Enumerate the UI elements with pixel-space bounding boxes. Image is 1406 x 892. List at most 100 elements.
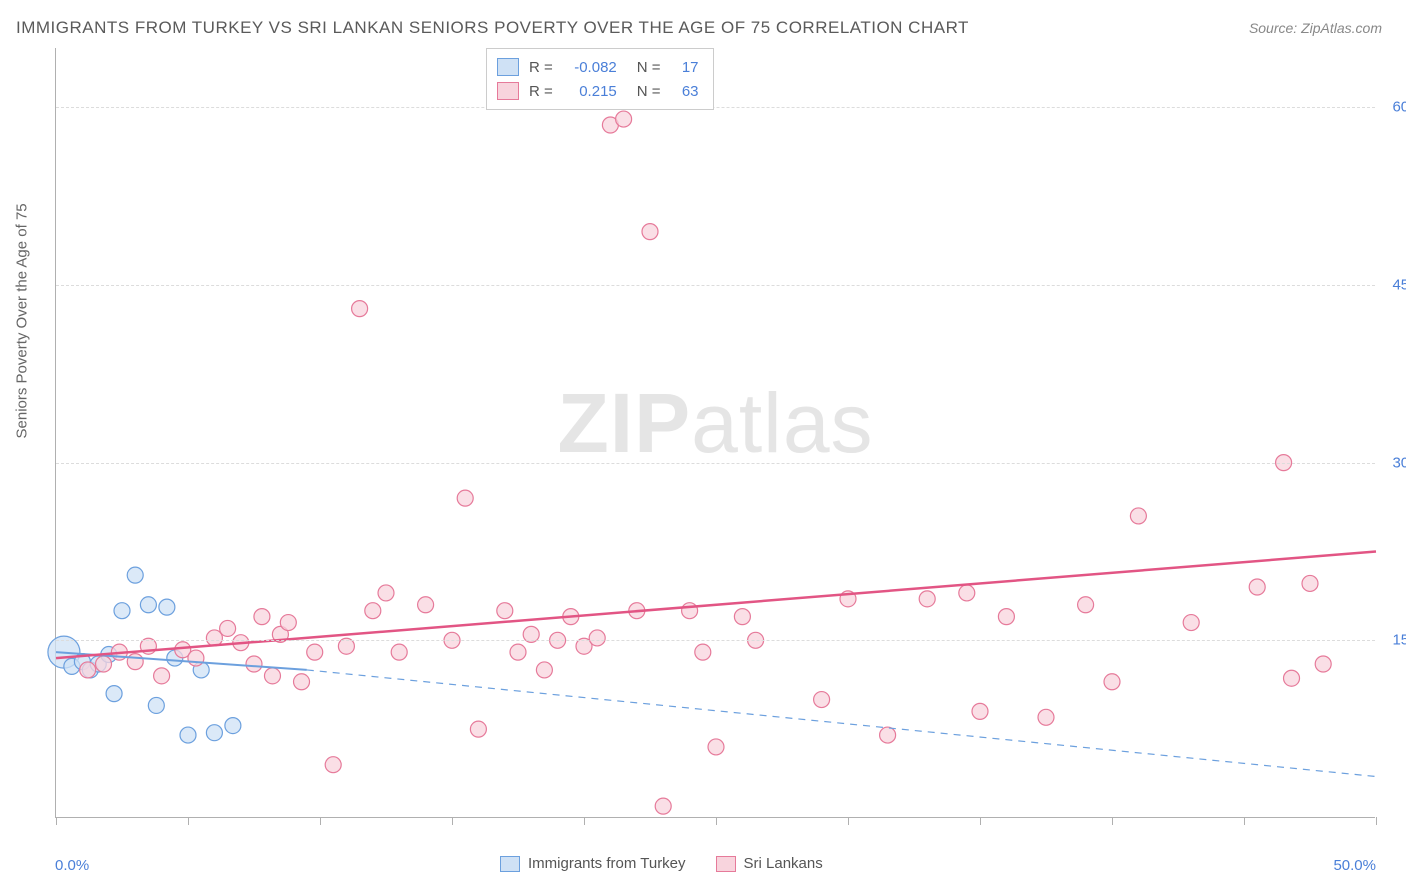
legend-label: Sri Lankans xyxy=(744,855,823,872)
data-point xyxy=(180,727,196,743)
y-tick-label: 60.0% xyxy=(1392,99,1406,116)
trend-line-dashed xyxy=(307,670,1376,777)
y-tick-label: 45.0% xyxy=(1392,276,1406,293)
gridline xyxy=(56,285,1375,286)
legend-r-value: 0.215 xyxy=(563,83,617,100)
data-point xyxy=(457,490,473,506)
data-point xyxy=(127,654,143,670)
data-point xyxy=(497,603,513,619)
data-point xyxy=(616,111,632,127)
data-point xyxy=(254,609,270,625)
data-point xyxy=(682,603,698,619)
x-tick xyxy=(584,817,585,825)
data-point xyxy=(140,597,156,613)
source-label: Source: xyxy=(1249,20,1297,36)
data-point xyxy=(695,644,711,660)
x-tick xyxy=(320,817,321,825)
y-tick-label: 30.0% xyxy=(1392,454,1406,471)
data-point xyxy=(280,615,296,631)
x-tick xyxy=(452,817,453,825)
data-point xyxy=(294,674,310,690)
data-point xyxy=(1249,579,1265,595)
data-point xyxy=(655,798,671,814)
x-tick xyxy=(188,817,189,825)
data-point xyxy=(114,603,130,619)
data-point xyxy=(154,668,170,684)
data-point xyxy=(246,656,262,672)
data-point xyxy=(80,662,96,678)
correlation-legend: R = -0.082 N = 17 R = 0.215 N = 63 xyxy=(486,48,714,110)
data-point xyxy=(352,301,368,317)
legend-n-value: 17 xyxy=(671,59,699,76)
x-tick xyxy=(848,817,849,825)
data-point xyxy=(536,662,552,678)
data-point xyxy=(148,697,164,713)
data-point xyxy=(1038,709,1054,725)
gridline xyxy=(56,463,1375,464)
data-point xyxy=(264,668,280,684)
data-point xyxy=(159,599,175,615)
legend-item: Immigrants from Turkey xyxy=(500,855,686,872)
chart-title: IMMIGRANTS FROM TURKEY VS SRI LANKAN SEN… xyxy=(16,18,969,38)
data-point xyxy=(378,585,394,601)
gridline xyxy=(56,640,1375,641)
data-point xyxy=(220,620,236,636)
legend-item: Sri Lankans xyxy=(716,855,823,872)
source-name: ZipAtlas.com xyxy=(1301,20,1382,36)
data-point xyxy=(225,718,241,734)
x-tick xyxy=(1112,817,1113,825)
legend-n-label: N = xyxy=(637,83,661,100)
data-point xyxy=(391,644,407,660)
data-point xyxy=(998,609,1014,625)
gridline xyxy=(56,107,1375,108)
data-point xyxy=(365,603,381,619)
legend-swatch xyxy=(716,856,736,872)
x-tick xyxy=(980,817,981,825)
data-point xyxy=(325,757,341,773)
x-tick xyxy=(56,817,57,825)
series-legend: Immigrants from Turkey Sri Lankans xyxy=(500,855,823,872)
y-tick-label: 15.0% xyxy=(1392,632,1406,649)
data-point xyxy=(510,644,526,660)
data-point xyxy=(127,567,143,583)
legend-r-label: R = xyxy=(529,83,553,100)
legend-swatch xyxy=(497,82,519,100)
x-tick xyxy=(1244,817,1245,825)
data-point xyxy=(919,591,935,607)
data-point xyxy=(1130,508,1146,524)
data-point xyxy=(1315,656,1331,672)
legend-row: R = 0.215 N = 63 xyxy=(497,79,699,103)
legend-swatch xyxy=(497,58,519,76)
data-point xyxy=(1183,615,1199,631)
x-axis-min-label: 0.0% xyxy=(55,857,89,874)
legend-r-value: -0.082 xyxy=(563,59,617,76)
data-point xyxy=(470,721,486,737)
legend-n-value: 63 xyxy=(671,83,699,100)
data-point xyxy=(1104,674,1120,690)
data-point xyxy=(206,725,222,741)
x-axis-max-label: 50.0% xyxy=(1333,857,1376,874)
chart-svg xyxy=(56,48,1375,817)
data-point xyxy=(959,585,975,601)
data-point xyxy=(188,650,204,666)
data-point xyxy=(880,727,896,743)
data-point xyxy=(708,739,724,755)
data-point xyxy=(1078,597,1094,613)
plot-area: ZIPatlas R =-0.082N =17R =0.215N =63 15.… xyxy=(55,48,1375,818)
x-tick xyxy=(1376,817,1377,825)
data-point xyxy=(307,644,323,660)
legend-row: R =-0.082N =17 xyxy=(497,55,699,79)
data-point xyxy=(814,692,830,708)
legend-label: Immigrants from Turkey xyxy=(528,855,686,872)
legend-n-label: N = xyxy=(637,59,661,76)
data-point xyxy=(642,224,658,240)
x-tick xyxy=(716,817,717,825)
data-point xyxy=(106,686,122,702)
source-attribution: Source: ZipAtlas.com xyxy=(1249,20,1382,36)
data-point xyxy=(589,630,605,646)
data-point xyxy=(96,656,112,672)
data-point xyxy=(418,597,434,613)
data-point xyxy=(972,703,988,719)
data-point xyxy=(1284,670,1300,686)
data-point xyxy=(1302,575,1318,591)
